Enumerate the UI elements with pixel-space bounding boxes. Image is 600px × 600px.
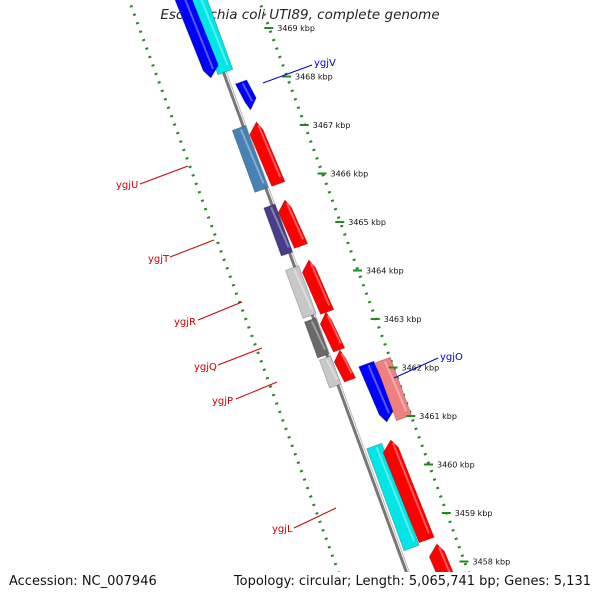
map-title: Escherichia coli UTI89, complete genome xyxy=(160,7,440,23)
ruler-tick-label: 3468 kbp xyxy=(295,73,333,82)
gene-label-leader xyxy=(293,507,337,529)
ruler-tick-label: 3463 kbp xyxy=(384,315,422,324)
gene-red-mid-1-shade xyxy=(309,262,331,306)
gene-label-leader xyxy=(139,165,189,185)
gene-ygjR-shade xyxy=(293,268,313,310)
gene-ygjV[interactable] xyxy=(168,0,219,79)
ruler-tick-label: 3459 kbp xyxy=(455,509,493,518)
gene-label-leader xyxy=(197,301,243,321)
gene-label-ygjP[interactable]: ygjP xyxy=(212,396,233,407)
gene-ygjO-shade xyxy=(384,360,408,412)
accession-label: Accession: NC_007946 xyxy=(9,574,157,589)
gene-red-lower[interactable] xyxy=(382,439,435,544)
gene-blue-ygjO-shade xyxy=(367,364,390,414)
ruler-tick-label: 3460 kbp xyxy=(437,461,475,470)
gene-red-bottom-shade xyxy=(438,546,451,572)
right-dotted-track xyxy=(257,0,470,572)
ruler-tick-label: 3467 kbp xyxy=(313,121,351,130)
ruler-tick-label: 3461 kbp xyxy=(419,412,457,421)
ruler-tick-label: 3462 kbp xyxy=(402,364,440,373)
gene-ygjT[interactable] xyxy=(263,203,294,257)
gene-ygjQ-shade xyxy=(310,320,326,350)
gene-ygjL-shade xyxy=(375,446,415,542)
gene-red-upper-1-shade xyxy=(257,124,282,178)
gene-label-ygjV[interactable]: ygjV xyxy=(314,58,336,69)
gene-label-leader xyxy=(262,64,313,84)
ruler-ticks: 3469 kbp 3468 kbp 3467 kbp 3466 kbp 3465 kbp… xyxy=(264,24,510,567)
ruler-tick-label: 3469 kbp xyxy=(277,24,315,33)
gene-blue-small-shade xyxy=(241,82,254,102)
gene-label-ygjR[interactable]: ygjR xyxy=(174,317,196,328)
gene-label-leader xyxy=(169,239,215,258)
gene-red-bottom[interactable] xyxy=(428,543,467,600)
gene-label-leader xyxy=(217,347,263,366)
gene-features xyxy=(168,0,467,600)
gene-red-mid-3-shade xyxy=(340,352,353,374)
gene-ygjP-shade xyxy=(325,358,338,380)
gene-label-ygjQ[interactable]: ygjQ xyxy=(194,362,217,373)
gene-label-ygjT[interactable]: ygjT xyxy=(148,254,170,265)
gene-ygjQ[interactable] xyxy=(303,317,330,359)
gene-red-upper-2-shade xyxy=(285,202,304,240)
gene-red-upper-2[interactable] xyxy=(277,199,309,249)
gene-red-mid-1[interactable] xyxy=(301,259,335,315)
gene-label-leader xyxy=(235,381,278,400)
gene-cyan-top-shade xyxy=(200,0,229,66)
ruler-tick-label: 3466 kbp xyxy=(331,170,369,179)
gene-ygjP[interactable] xyxy=(318,355,342,389)
gene-red-lower-shade xyxy=(392,442,430,534)
left-dotted-track xyxy=(127,0,340,572)
genome-stats-label: Topology: circular; Length: 5,065,741 bp… xyxy=(233,574,591,589)
ruler-tick-label: 3458 kbp xyxy=(473,558,511,567)
gene-ygjR[interactable] xyxy=(284,265,317,319)
gene-red-mid-3[interactable] xyxy=(333,349,357,383)
gene-ygjU[interactable] xyxy=(231,125,269,193)
gene-label-ygjU[interactable]: ygjU xyxy=(116,180,138,191)
gene-ygjV-shade xyxy=(184,0,215,70)
gene-blue-ygjO[interactable] xyxy=(358,360,395,423)
gene-red-upper-1[interactable] xyxy=(249,121,286,187)
gene-label-leader xyxy=(393,357,439,379)
gene-labels: ygjV ygjU ygjT ygjR ygjQ ygjP ygjO ygjL xyxy=(116,58,463,535)
gene-label-ygjO[interactable]: ygjO xyxy=(440,352,463,363)
ruler-tick-label: 3465 kbp xyxy=(348,218,386,227)
gene-ygjL[interactable] xyxy=(366,442,420,552)
gene-red-mid-2-shade xyxy=(326,314,342,344)
gene-label-ygjL[interactable]: ygjL xyxy=(272,524,293,535)
gene-red-mid-2[interactable] xyxy=(319,311,346,353)
ruler-tick-label: 3464 kbp xyxy=(366,267,404,276)
gene-blue-small[interactable] xyxy=(234,79,257,111)
gene-ygjT-shade xyxy=(270,206,290,248)
gene-ygjU-shade xyxy=(239,128,265,184)
